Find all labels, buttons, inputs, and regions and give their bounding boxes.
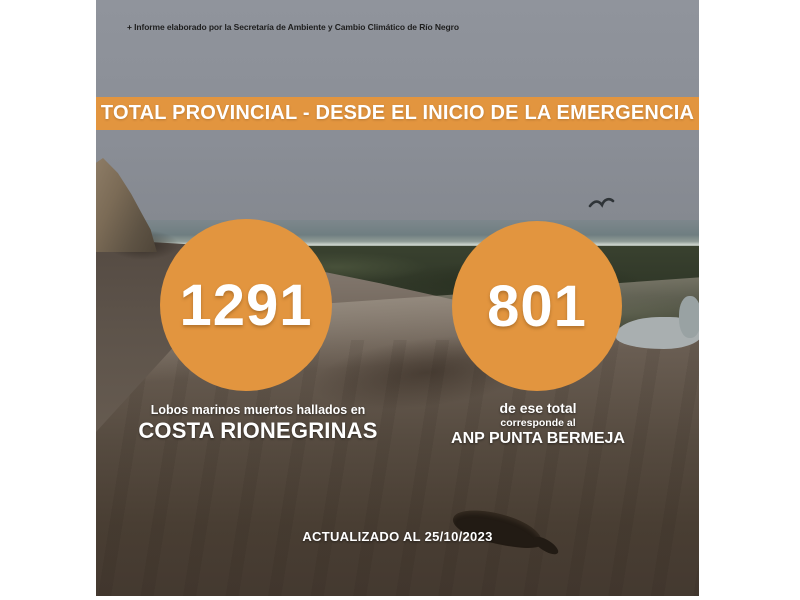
caption-provincial: Lobos marinos muertos hallados en COSTA … [124, 403, 392, 444]
beach-photo-background: + Informe elaborado por la Secretaría de… [96, 0, 699, 596]
banner: TOTAL PROVINCIAL - DESDE EL INICIO DE LA… [96, 97, 699, 130]
caption-anp: de ese total corresponde al ANP PUNTA BE… [428, 400, 648, 448]
source-note: + Informe elaborado por la Secretaría de… [127, 22, 459, 32]
stat-value-anp: 801 [487, 273, 587, 339]
sand-ripples [96, 340, 699, 596]
caption-anp-line2: corresponde al [500, 417, 576, 429]
stat-circle-anp: 801 [452, 221, 622, 391]
caption-provincial-line2: COSTA RIONEGRINAS [138, 418, 378, 443]
gull-bird-icon [588, 196, 616, 212]
banner-title: TOTAL PROVINCIAL - DESDE EL INICIO DE LA… [100, 102, 695, 124]
updated-date-label: ACTUALIZADO AL 25/10/2023 [302, 529, 493, 544]
caption-provincial-line1: Lobos marinos muertos hallados en [150, 403, 366, 417]
caption-anp-line1: de ese total [499, 400, 577, 416]
tide-pool-edge [679, 296, 699, 338]
stat-value-provincial: 1291 [179, 272, 313, 338]
caption-anp-line3: ANP PUNTA BERMEJA [451, 430, 625, 447]
stat-circle-provincial: 1291 [160, 219, 332, 391]
